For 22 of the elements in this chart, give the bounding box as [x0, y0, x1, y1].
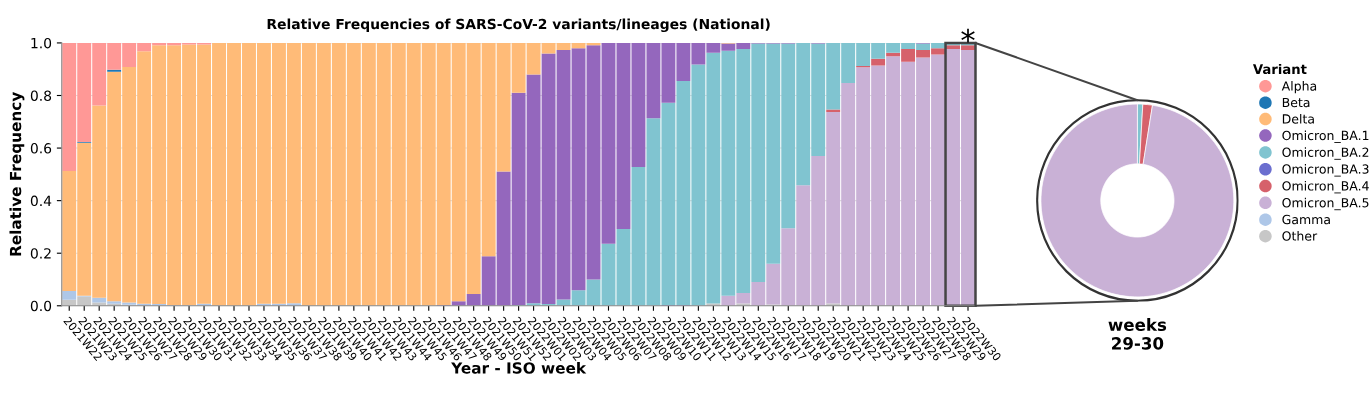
legend-label: Beta [1282, 97, 1310, 108]
legend-label: Omicron_BA.2 [1282, 147, 1369, 160]
legend-label: Alpha [1281, 81, 1317, 94]
y-tick-label: 0.2 [30, 248, 51, 259]
legend-label: Omicron_BA.3 [1282, 164, 1369, 177]
legend-label: Omicron_BA.5 [1282, 197, 1369, 211]
x-axis-title: Year - ISO week [451, 361, 587, 374]
y-axis-title: Relative Frequency [9, 91, 25, 256]
legend-title: Variant [1252, 63, 1307, 75]
y-tick-label: 0.0 [30, 300, 52, 312]
y-tick-label: 0.8 [30, 90, 52, 101]
legend-label: Gamma [1282, 214, 1330, 225]
y-tick-label: 0.6 [30, 143, 52, 154]
text: weeks 29-30 [1108, 318, 1167, 350]
legend-label: Other [1282, 231, 1318, 241]
legend-label: Omicron_BA.4 [1282, 180, 1369, 194]
chart-title: Relative Frequencies of SARS-CoV-2 variants/lineages (National) [267, 18, 770, 33]
y-tick-label: 1.0 [31, 37, 52, 49]
y-tick-label: 0.4 [30, 195, 52, 207]
legend-label: Omicron_BA.1 [1282, 130, 1369, 143]
annotation: * [961, 28, 975, 43]
legend-label: Delta [1282, 113, 1314, 124]
